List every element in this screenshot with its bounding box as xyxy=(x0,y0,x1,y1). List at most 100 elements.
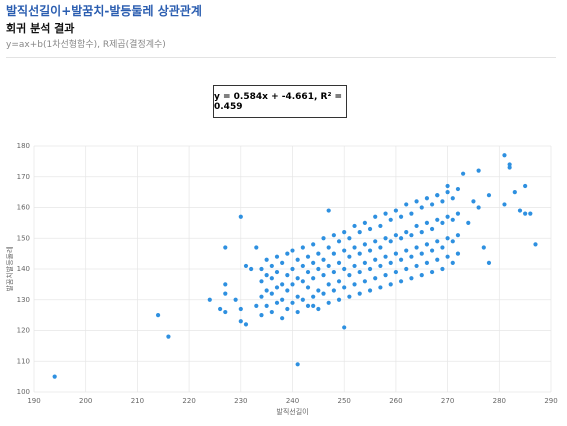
point xyxy=(450,260,455,265)
point xyxy=(331,288,336,293)
point xyxy=(440,220,445,225)
point xyxy=(274,300,280,305)
point xyxy=(316,266,321,272)
point xyxy=(259,294,264,299)
point xyxy=(461,171,466,176)
divider xyxy=(6,57,556,58)
point xyxy=(388,239,393,244)
point xyxy=(300,263,305,269)
x-tick-label: 290 xyxy=(544,397,557,405)
point xyxy=(404,248,409,253)
point xyxy=(409,211,414,216)
point xyxy=(254,303,259,308)
point xyxy=(342,266,347,272)
point xyxy=(316,288,321,293)
point xyxy=(450,217,455,222)
point xyxy=(305,285,311,290)
point xyxy=(218,306,223,312)
point xyxy=(362,260,367,265)
point xyxy=(316,251,321,256)
point xyxy=(455,186,461,192)
point xyxy=(429,202,435,207)
point xyxy=(223,282,228,287)
point xyxy=(502,202,507,207)
point xyxy=(373,276,378,281)
section-title: 회귀 분석 결과 xyxy=(6,22,75,35)
point xyxy=(367,288,373,293)
point xyxy=(321,257,326,262)
point xyxy=(481,245,486,250)
point xyxy=(269,276,274,281)
x-tick-label: 210 xyxy=(131,397,144,405)
point xyxy=(352,223,357,229)
x-tick-label: 250 xyxy=(338,397,351,405)
page-title: 발직선길이+발꿈치-발등둘레 상관관계 xyxy=(6,4,202,18)
point xyxy=(476,168,481,173)
point xyxy=(264,288,269,293)
point xyxy=(435,239,440,244)
point xyxy=(295,276,300,281)
point xyxy=(342,230,347,235)
point xyxy=(455,251,461,256)
point xyxy=(393,251,398,256)
point xyxy=(347,273,352,278)
point xyxy=(336,239,342,244)
point xyxy=(435,217,440,222)
point xyxy=(424,220,430,225)
point xyxy=(435,257,440,262)
point xyxy=(321,291,326,296)
point xyxy=(445,236,450,241)
point xyxy=(166,334,171,339)
x-axis-label: 발직선길이 xyxy=(276,407,308,416)
point xyxy=(311,260,316,265)
x-tick-label: 230 xyxy=(234,397,247,405)
point xyxy=(373,214,378,219)
point xyxy=(528,211,533,216)
point xyxy=(429,248,435,253)
point xyxy=(223,309,228,315)
point xyxy=(305,269,311,275)
y-tick-label: 100 xyxy=(17,388,30,396)
point xyxy=(404,266,409,272)
point xyxy=(414,199,419,204)
point xyxy=(523,183,528,189)
point xyxy=(321,236,326,241)
point xyxy=(424,196,430,201)
point xyxy=(466,220,471,225)
point xyxy=(326,208,331,213)
point xyxy=(409,276,414,281)
point xyxy=(300,245,305,250)
point xyxy=(373,239,378,244)
x-tick-label: 240 xyxy=(286,397,299,405)
point xyxy=(440,245,445,250)
point xyxy=(367,248,373,253)
point xyxy=(305,254,311,259)
point xyxy=(393,208,398,213)
point xyxy=(259,279,264,284)
point xyxy=(424,260,430,265)
point xyxy=(388,260,393,265)
point xyxy=(440,199,445,204)
point xyxy=(357,251,362,256)
point xyxy=(305,303,311,308)
point xyxy=(383,236,388,241)
point xyxy=(429,226,435,232)
point xyxy=(383,254,388,259)
point xyxy=(285,306,290,312)
point xyxy=(347,236,352,241)
x-tick-label: 270 xyxy=(441,397,454,405)
point xyxy=(254,245,259,250)
point xyxy=(419,273,424,278)
point xyxy=(507,162,512,167)
point xyxy=(249,266,254,272)
point xyxy=(311,303,316,308)
point xyxy=(274,254,280,259)
point xyxy=(388,282,393,287)
point xyxy=(280,316,285,321)
point xyxy=(409,233,414,238)
point xyxy=(414,245,419,250)
point xyxy=(476,205,481,210)
point xyxy=(295,257,300,262)
point xyxy=(486,193,492,198)
point xyxy=(507,165,512,170)
